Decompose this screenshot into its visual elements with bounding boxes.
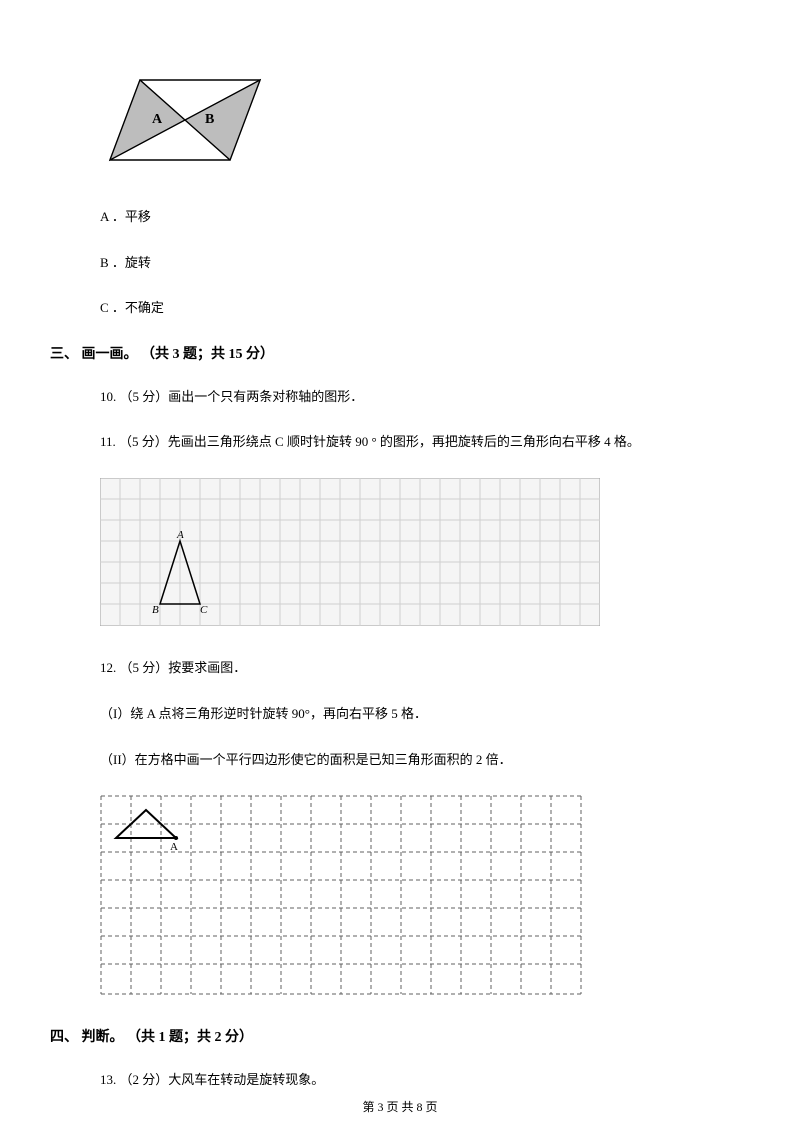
question-10: 10. （5 分）画出一个只有两条对称轴的图形．	[100, 387, 750, 408]
svg-text:C: C	[200, 604, 208, 616]
question-11: 11. （5 分）先画出三角形绕点 C 顺时针旋转 90 ° 的图形，再把旋转后…	[100, 432, 750, 453]
page-footer: 第 3 页 共 8 页	[0, 1098, 800, 1117]
question-12-i: （I）绕 A 点将三角形逆时针旋转 90°，再向右平移 5 格．	[100, 704, 750, 725]
svg-text:B: B	[152, 604, 159, 616]
options-block: A ．平移 B ．旋转 C ．不确定	[100, 207, 750, 319]
svg-text:A: A	[152, 112, 163, 127]
section-4-heading: 四、 判断。 （共 1 题；共 2 分）	[50, 1027, 750, 1049]
question-12: 12. （5 分）按要求画图．	[100, 658, 750, 679]
svg-text:A: A	[176, 529, 184, 541]
question-13: 13. （2 分）大风车在转动是旋转现象。	[100, 1070, 750, 1091]
grid-figure-2: A	[100, 795, 750, 1002]
section-3-heading: 三、 画一画。 （共 3 题；共 15 分）	[50, 344, 750, 366]
option-b: B ．旋转	[100, 253, 750, 274]
option-a: A ．平移	[100, 207, 750, 228]
svg-text:B: B	[205, 112, 214, 127]
parallelogram-figure: A B	[100, 70, 750, 177]
svg-text:A: A	[170, 841, 178, 853]
grid-figure-1: A B C	[100, 478, 750, 633]
option-c: C ．不确定	[100, 298, 750, 319]
question-12-ii: （II）在方格中画一个平行四边形使它的面积是已知三角形面积的 2 倍．	[100, 750, 750, 771]
